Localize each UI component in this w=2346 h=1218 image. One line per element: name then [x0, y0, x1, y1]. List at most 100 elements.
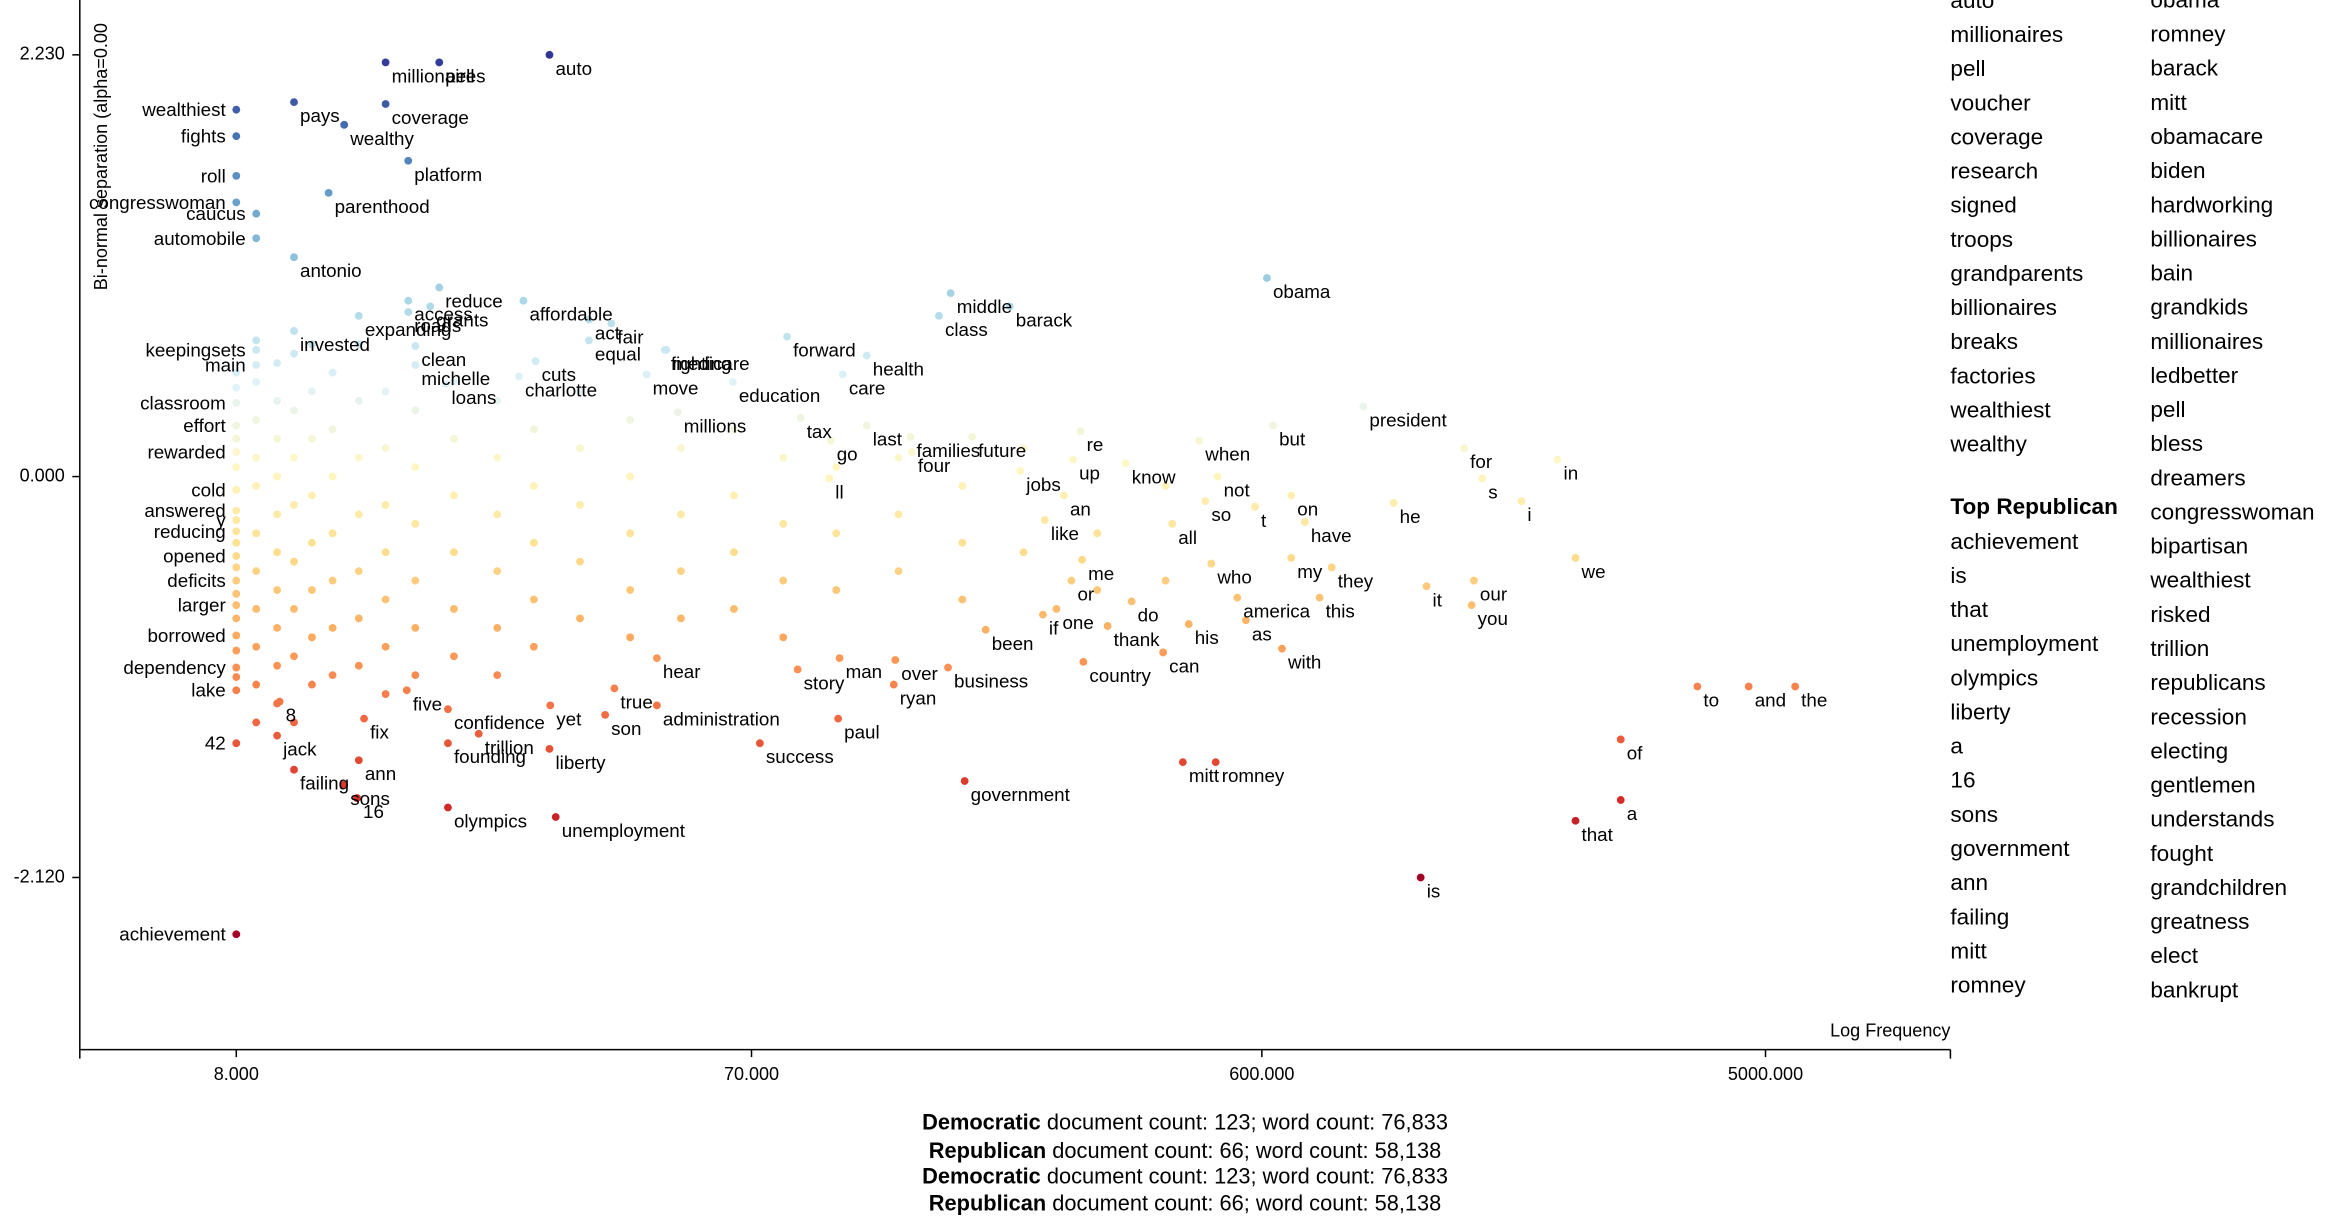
characteristic-term: recession [2150, 704, 2247, 729]
point-label: larger [178, 595, 226, 616]
point-label: platform [414, 164, 482, 185]
point-label: romney [1222, 765, 1285, 786]
point [354, 340, 363, 349]
point-label: fix [370, 722, 389, 743]
point [677, 567, 685, 576]
point [779, 453, 788, 462]
point [1300, 518, 1309, 526]
point [232, 463, 241, 472]
point [832, 586, 841, 594]
point [493, 567, 502, 576]
point [232, 589, 241, 598]
point [381, 387, 390, 396]
characteristic-term: biden [2150, 158, 2205, 183]
point-label: ll [835, 481, 843, 502]
point-label: care [849, 377, 886, 398]
point-label: in [1564, 463, 1579, 484]
point [1005, 302, 1014, 311]
point-label: jack [282, 739, 317, 760]
top-democratic-term: signed [1950, 193, 2016, 218]
point [450, 605, 458, 613]
point [826, 436, 835, 445]
point-label: story [804, 672, 845, 693]
point-label: cuts [542, 364, 576, 385]
point [958, 538, 967, 547]
characteristic-term: fought [2150, 841, 2213, 866]
point [1517, 497, 1526, 506]
point [730, 605, 738, 613]
point-label: son [611, 718, 641, 739]
point-label: effort [183, 415, 226, 436]
point [404, 308, 413, 316]
point [677, 444, 685, 453]
point-label: when [1204, 444, 1250, 465]
point [551, 813, 560, 821]
point-label: caucus [186, 203, 246, 224]
point [252, 482, 261, 490]
point [1460, 444, 1469, 453]
footer-line: Democratic document count: 123; word cou… [922, 1163, 1448, 1188]
point [493, 510, 502, 519]
characteristic-term: elect [2150, 943, 2198, 968]
characteristic-term: bipartisan [2150, 534, 2248, 559]
point [835, 654, 844, 663]
point [545, 50, 554, 59]
point [832, 529, 841, 538]
point-label: with [1287, 652, 1321, 673]
point [324, 188, 333, 197]
characteristic-term: romney [2150, 22, 2226, 47]
point-label: america [1243, 601, 1310, 622]
point-label: five [413, 693, 442, 714]
point-label: 42 [205, 733, 226, 754]
point [677, 614, 685, 623]
point-label: or [1077, 584, 1094, 605]
characteristic-term: ledbetter [2150, 363, 2238, 388]
point [308, 538, 316, 547]
point [662, 345, 671, 354]
point-label: i [1527, 504, 1531, 525]
point [328, 623, 337, 632]
point-label: we [1581, 561, 1606, 582]
point [232, 631, 241, 640]
point [576, 614, 584, 623]
point-label: have [1311, 525, 1352, 546]
y-tick-label: 2.230 [20, 44, 65, 64]
point [411, 463, 420, 472]
top-democratic-term: grandparents [1950, 261, 2083, 286]
point [889, 680, 898, 689]
point [834, 714, 843, 723]
point [232, 434, 241, 443]
top-democratic-term: troops [1950, 227, 2013, 252]
point [308, 340, 316, 349]
point [626, 586, 635, 594]
point [404, 156, 413, 165]
point [273, 434, 282, 443]
point [232, 368, 241, 377]
point [450, 491, 458, 500]
point-label: borrowed [147, 625, 225, 646]
point-label: yet [556, 708, 582, 729]
point [328, 576, 337, 585]
top-democratic-term: wealthiest [1949, 398, 2051, 423]
point-label: mitt [1189, 765, 1220, 786]
point-label: can [1169, 655, 1199, 676]
footer-party: Republican [929, 1190, 1046, 1215]
point-label: four [918, 455, 950, 476]
point [411, 671, 420, 680]
point [891, 656, 900, 664]
point [290, 327, 298, 335]
point-label: do [1138, 604, 1159, 625]
point [730, 491, 738, 500]
point-label: equal [595, 343, 641, 364]
point [968, 432, 977, 441]
characteristic-term: trillion [2150, 636, 2209, 661]
point [411, 342, 420, 350]
point-label: parenthood [335, 196, 430, 217]
point-label: classroom [140, 392, 226, 413]
point-label: know [1132, 466, 1176, 487]
point [252, 378, 261, 386]
y-tick-label: 0.000 [20, 465, 65, 485]
point [232, 673, 241, 681]
top-republican-term: mitt [1950, 938, 1987, 963]
point [353, 794, 361, 802]
